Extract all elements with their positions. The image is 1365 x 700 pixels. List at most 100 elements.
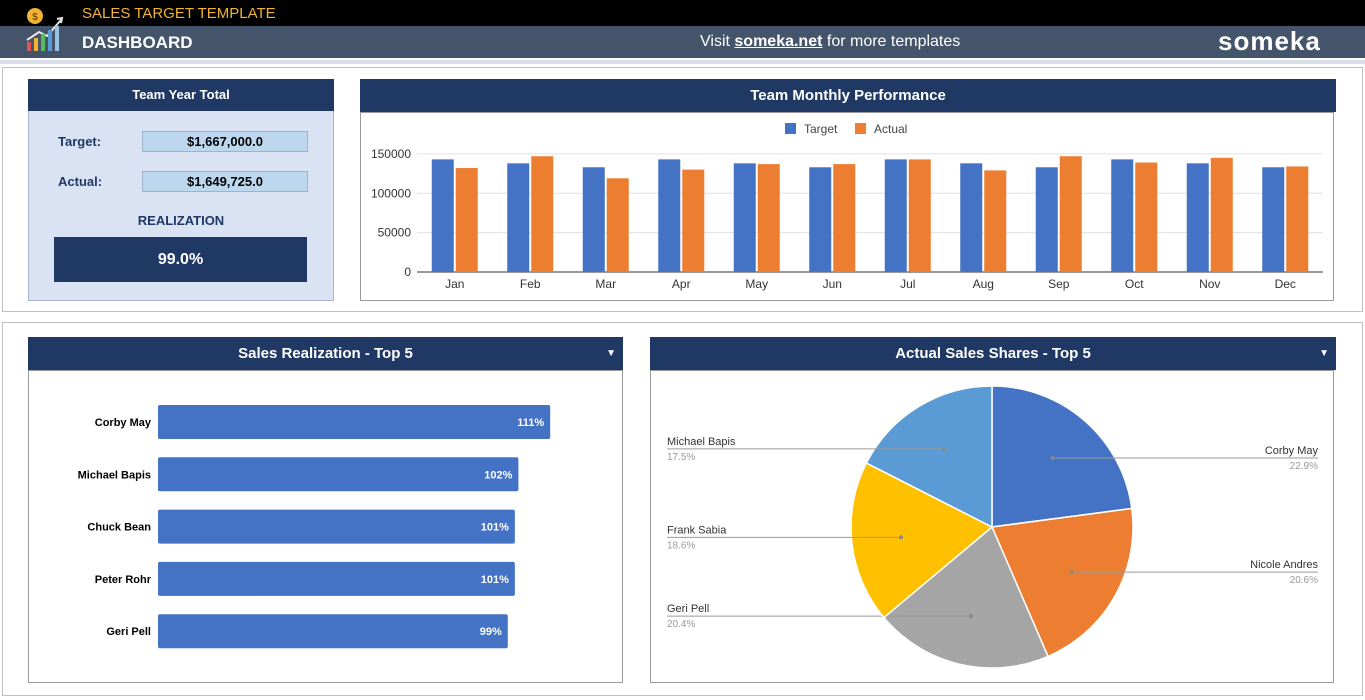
legend-label-actual: Actual (874, 122, 907, 136)
bar-target-oct (1111, 159, 1134, 272)
realization-value-label: 101% (481, 574, 509, 586)
x-tick-label: Nov (1199, 277, 1220, 291)
bar-target-aug (960, 163, 983, 272)
realization-bar (158, 457, 519, 492)
x-tick-label: Jun (823, 277, 842, 291)
x-tick-label: Mar (595, 277, 616, 291)
realization-value-label: 101% (481, 522, 509, 534)
legend-swatch-actual (855, 123, 866, 134)
bar-actual-dec (1286, 166, 1309, 272)
realization-name-label: Michael Bapis (78, 469, 151, 481)
legend-swatch-target (785, 123, 796, 134)
realization-name-label: Chuck Bean (87, 522, 151, 534)
target-value: $1,667,000.0 (142, 131, 308, 152)
visit-prefix: Visit (700, 33, 735, 50)
realization-bar (158, 405, 551, 439)
monthly-performance-panel: Target Actual 150000 100000 50000 0 Jan Feb Mar A… (360, 112, 1334, 301)
x-tick-label: Dec (1275, 277, 1296, 291)
sales-shares-pie-chart[interactable]: Corby May 22.9% Nicole Andres 20.6% Geri Pel… (651, 371, 1333, 682)
sales-shares-title: Actual Sales Shares - Top 5 (895, 345, 1091, 362)
realization-name-label: Corby May (95, 417, 152, 429)
someka-link[interactable]: someka.net (734, 33, 823, 50)
pie-slice-geri-pell (882, 525, 1049, 669)
bar-target-jul (884, 159, 907, 272)
pie-leader-dot (898, 535, 903, 540)
visit-banner: Visit someka.net for more templates (700, 33, 960, 51)
pie-name-label: Michael Bapis (667, 436, 736, 448)
actual-label: Actual: (58, 174, 103, 189)
x-tick-label: Jul (900, 277, 915, 291)
target-label: Target: (58, 134, 102, 149)
pie-leader-dot (1069, 570, 1074, 575)
bar-actual-feb (531, 156, 554, 272)
y-tick-label: 100000 (371, 186, 411, 200)
realization-value-label: 102% (484, 469, 512, 481)
monthly-performance-chart[interactable]: Target Actual 150000 100000 50000 0 Jan Feb Mar A… (361, 113, 1333, 300)
sales-shares-header: Actual Sales Shares - Top 5 ▼ (650, 337, 1336, 370)
bar-actual-nov (1210, 157, 1233, 272)
bar-target-jun (809, 167, 832, 272)
bar-actual-jan (455, 168, 478, 272)
legend-label-target: Target (804, 122, 838, 136)
dropdown-arrow-icon[interactable]: ▼ (1319, 348, 1329, 359)
pie-slice-corby-may (991, 385, 1133, 528)
sales-realization-chart[interactable]: Corby May 111% Michael Bapis 102% Chuck Bean… (29, 371, 622, 682)
pie-leader-dot (968, 614, 973, 619)
bar-actual-mar (606, 178, 629, 272)
header-divider (0, 58, 1365, 64)
pie-name-label: Geri Pell (667, 603, 709, 615)
bar-target-jan (431, 159, 454, 272)
x-tick-label: May (745, 277, 768, 291)
bar-actual-jul (908, 159, 931, 272)
monthly-performance-header: Team Monthly Performance (360, 79, 1336, 112)
x-tick-label: Feb (520, 277, 541, 291)
realization-name-label: Geri Pell (106, 626, 151, 638)
page-title: DASHBOARD (82, 33, 193, 52)
app-title: SALES TARGET TEMPLATE (82, 5, 276, 22)
someka-brand-logo[interactable]: someka (1218, 26, 1321, 56)
pie-percent-label: 22.9% (1290, 461, 1318, 472)
pie-percent-label: 20.4% (667, 619, 695, 630)
bar-target-sep (1035, 167, 1058, 272)
realization-value: 99.0% (54, 237, 307, 282)
pie-leader-dot (1050, 456, 1055, 461)
pie-percent-label: 17.5% (667, 452, 695, 463)
realization-bar (158, 561, 515, 596)
bar-target-may (733, 163, 756, 272)
y-tick-label: 50000 (378, 226, 412, 240)
realization-bar (158, 509, 515, 544)
sales-chart-logo-icon: $ (26, 8, 64, 51)
realization-name-label: Peter Rohr (95, 574, 152, 586)
pie-percent-label: 20.6% (1290, 575, 1318, 586)
bar-actual-sep (1059, 156, 1082, 272)
svg-text:$: $ (32, 12, 38, 23)
sales-realization-title: Sales Realization - Top 5 (238, 345, 413, 362)
bar-actual-oct (1135, 162, 1158, 272)
realization-value-label: 111% (517, 417, 544, 429)
x-tick-label: Apr (672, 277, 691, 291)
bar-actual-apr (682, 169, 705, 272)
pie-slice-nicole-andres (990, 507, 1134, 658)
realization-bar (158, 614, 508, 649)
pie-name-label: Nicole Andres (1250, 559, 1318, 571)
top-bar (0, 0, 1365, 26)
pie-name-label: Frank Sabia (667, 524, 727, 536)
team-year-total-header: Team Year Total (28, 79, 334, 111)
realization-label: REALIZATION (137, 213, 225, 228)
x-tick-label: Aug (973, 277, 994, 291)
pie-slice-frank-sabia (850, 461, 994, 619)
monthly-performance-title: Team Monthly Performance (750, 87, 946, 104)
bar-target-feb (507, 163, 530, 272)
x-tick-label: Oct (1125, 277, 1144, 291)
bar-actual-may (757, 164, 780, 272)
bar-target-dec (1262, 167, 1285, 272)
x-tick-label: Sep (1048, 277, 1070, 291)
realization-value-label: 99% (480, 626, 502, 638)
y-tick-label: 0 (404, 265, 411, 279)
bar-target-mar (582, 167, 605, 272)
sales-realization-panel: Corby May 111% Michael Bapis 102% Chuck Bean… (28, 370, 623, 683)
y-tick-label: 150000 (371, 147, 411, 161)
visit-suffix: for more templates (822, 33, 961, 50)
dropdown-arrow-icon[interactable]: ▼ (606, 348, 616, 359)
sales-realization-header: Sales Realization - Top 5 ▼ (28, 337, 623, 370)
